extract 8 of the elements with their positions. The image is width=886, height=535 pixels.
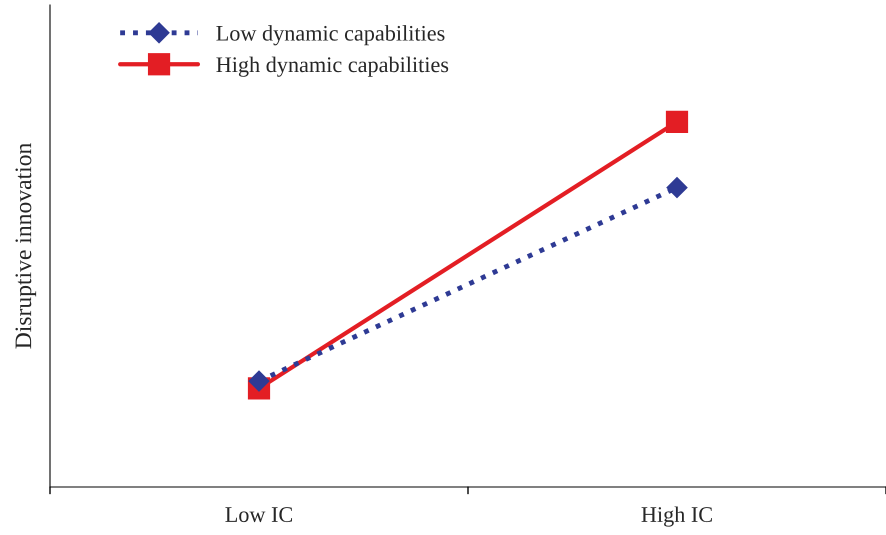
y-axis-title: Disruptive innovation — [15, 143, 36, 349]
point — [666, 177, 688, 198]
legend-label: High dynamic capabilities — [216, 56, 448, 77]
point — [666, 110, 688, 133]
point — [248, 370, 270, 392]
x-tick-label: High IC — [642, 506, 712, 527]
legend-label: Low dynamic capabilities — [216, 25, 444, 46]
x-tick-label: Low IC — [225, 507, 292, 522]
